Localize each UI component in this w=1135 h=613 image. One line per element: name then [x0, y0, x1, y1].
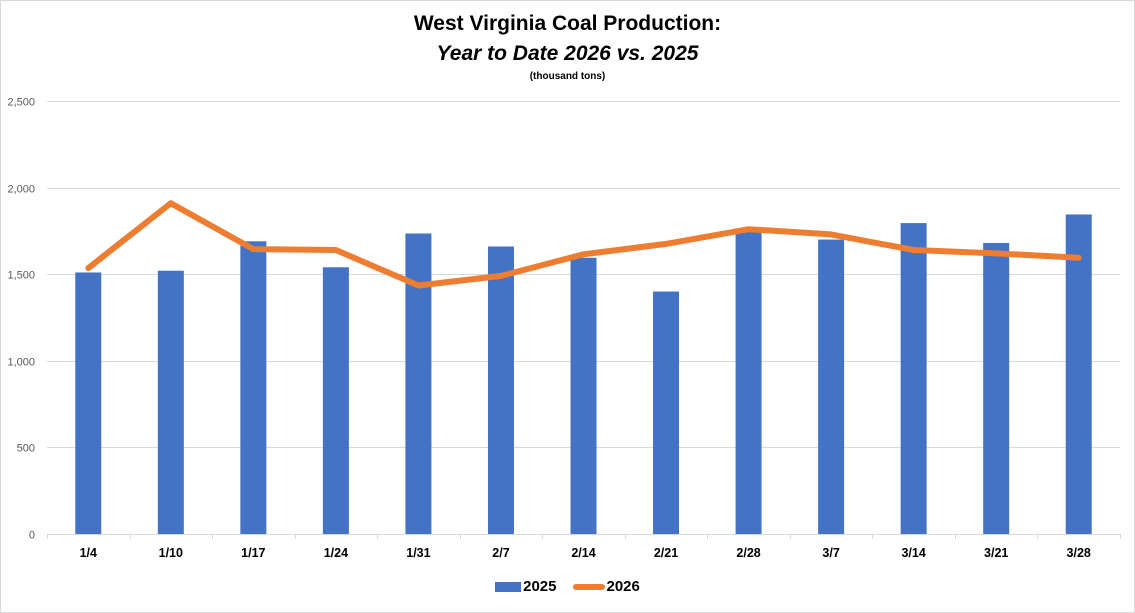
bar-2025: [1065, 214, 1092, 535]
y-tick-label: 2,000: [7, 184, 35, 196]
x-tick-label: 2/14: [571, 546, 595, 560]
legend-bar-swatch-icon: [495, 581, 522, 592]
x-tick-label: 2/7: [492, 546, 509, 560]
x-tick-label: 2/21: [654, 546, 678, 560]
x-tick-label: 1/17: [241, 546, 265, 560]
y-tick-label: 500: [17, 443, 35, 455]
bar-2025: [983, 243, 1010, 535]
bar-2025: [818, 239, 845, 534]
x-tick-label: 3/28: [1067, 546, 1091, 560]
x-tick-label: 1/24: [324, 546, 348, 560]
y-tick-label: 0: [29, 530, 35, 542]
x-tick-label: 2/28: [736, 546, 760, 560]
chart-legend: 2025 2026: [0, 578, 1135, 595]
bar-2025: [653, 291, 680, 534]
bar-2025: [75, 272, 102, 534]
legend-item-2025: 2025: [495, 578, 557, 595]
bar-2025: [322, 267, 349, 534]
bar-2025: [735, 231, 762, 535]
bar-2025: [240, 241, 267, 535]
legend-item-2026: 2026: [565, 578, 640, 595]
legend-label-2026: 2026: [606, 578, 640, 595]
x-tick-label: 3/7: [822, 546, 839, 560]
x-tick-label: 3/21: [984, 546, 1008, 560]
y-tick-label: 2,500: [7, 97, 35, 109]
y-tick-label: 1,000: [7, 357, 35, 369]
x-tick-label: 3/14: [901, 546, 925, 560]
x-tick-label: 1/31: [406, 546, 430, 560]
chart-title: West Virginia Coal Production:: [413, 12, 722, 35]
chart-subtitle: Year to Date 2026 vs. 2025: [436, 42, 699, 65]
bar-2025: [570, 257, 597, 534]
bar-2025: [487, 246, 514, 534]
x-tick-label: 1/10: [159, 546, 183, 560]
bar-2025: [157, 270, 184, 534]
bar-2025: [900, 223, 927, 534]
y-tick-label: 1,500: [7, 270, 35, 282]
chart-units-label: (thousand tons): [529, 71, 606, 82]
legend-line-swatch-icon: [572, 583, 605, 590]
x-tick-label: 1/4: [80, 546, 97, 560]
legend-label-2025: 2025: [523, 578, 557, 595]
